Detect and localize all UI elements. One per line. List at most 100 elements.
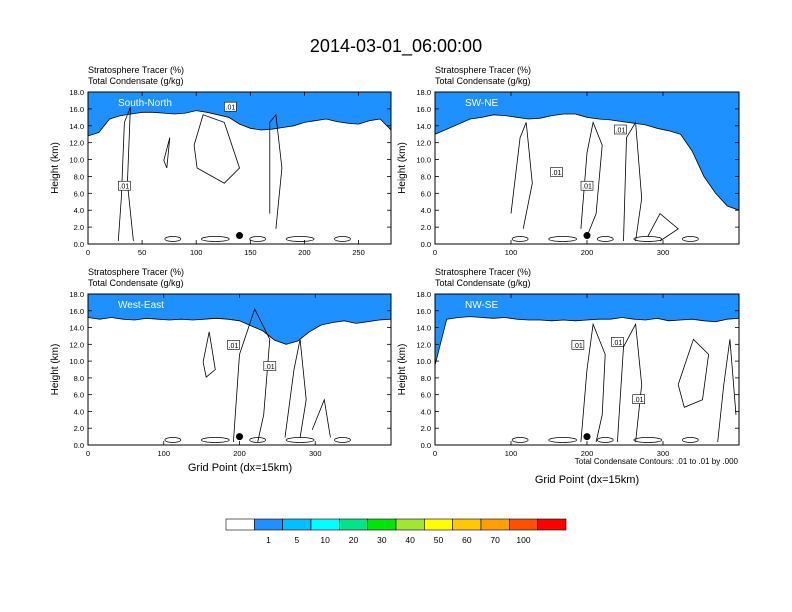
contour-label: .01 [613, 340, 623, 347]
condensate-contour [117, 107, 134, 242]
y-axis-label: Height (km) [50, 142, 61, 194]
figure-title: 2014-03-01_06:00:00 [310, 36, 482, 57]
contour-label: .01 [226, 105, 236, 112]
panels: .01 .01 South-North Stratosphere Tracer (%)… [50, 65, 740, 458]
tropopause-contour [435, 316, 739, 366]
colorbar-swatch [339, 518, 368, 531]
y-tick-label: 8.0 [74, 374, 84, 383]
x-tick-label: 200 [298, 248, 311, 257]
y-tick-label: 16.0 [416, 105, 431, 114]
condensate-contour [311, 398, 331, 438]
condensate-contour [202, 331, 216, 378]
y-tick-label: 14.0 [69, 122, 84, 131]
colorbar-swatch [282, 518, 312, 531]
x-tick-label: 300 [309, 449, 322, 458]
condensate-contour [717, 339, 737, 443]
y-tick-label: 2.0 [421, 223, 431, 232]
tracer-band-9 [435, 294, 739, 366]
condensate-contour [623, 121, 643, 242]
contour-label: .01 [573, 343, 583, 350]
condensate-contour [682, 437, 699, 443]
contour-label-box [632, 394, 645, 405]
colorbar-label: 40 [405, 535, 415, 545]
y-tick-label: 12.0 [69, 340, 84, 349]
x-tick-label: 200 [581, 248, 594, 257]
condensate-contour [677, 338, 710, 408]
y-tick-label: 4.0 [421, 407, 431, 416]
contour-label-box [550, 167, 563, 177]
colorbar-label: 30 [377, 535, 387, 545]
x-tick-label: 100 [190, 248, 203, 257]
panel-title-condensate: Total Condensate (g/kg) [88, 76, 184, 86]
condensate-contour [580, 121, 603, 237]
tracer-band-9 [435, 92, 739, 211]
x-tick-label: 300 [657, 449, 670, 458]
y-tick-label: 10.0 [69, 156, 84, 165]
y-tick-label: 0.0 [74, 441, 84, 450]
contour-label-box [227, 340, 240, 350]
contour-label: .01 [265, 364, 275, 371]
condensate-contour [548, 437, 578, 443]
x-tick-label: 150 [244, 248, 257, 257]
y-tick-label: 16.0 [416, 307, 431, 316]
contour-label-box [580, 180, 594, 191]
y-tick-label: 6.0 [74, 391, 84, 400]
y-tick-label: 12.0 [416, 340, 431, 349]
colorbar-label: 20 [349, 535, 359, 545]
contour-label-box [571, 340, 585, 350]
contour-label: .01 [582, 184, 592, 191]
contour-label: .01 [616, 128, 626, 135]
location-marker [583, 433, 591, 441]
location-marker [583, 232, 591, 240]
condensate-contour [163, 137, 171, 169]
y-tick-label: 12.0 [416, 139, 431, 148]
contour-label: .01 [229, 343, 239, 350]
colorbar-swatch [310, 518, 340, 531]
y-tick-label: 4.0 [421, 206, 431, 215]
y-tick-label: 18.0 [416, 88, 431, 97]
y-axis-label: Height (km) [50, 344, 61, 396]
condensate-contour [647, 212, 679, 242]
panel-label: West-East [118, 300, 164, 311]
colorbar-label: 5 [294, 535, 299, 545]
condensate-contour [285, 437, 315, 443]
contour-label: .01 [634, 397, 644, 404]
condensate-contour [193, 114, 240, 184]
colorbar-label: 1 [266, 535, 271, 545]
condensate-contour [510, 122, 533, 229]
panel-title-tracer: Stratosphere Tracer (%) [435, 65, 531, 75]
panel-title-tracer: Stratosphere Tracer (%) [88, 267, 184, 277]
x-tick-label: 0 [86, 248, 90, 257]
colorbar-swatch [509, 518, 538, 531]
y-tick-label: 10.0 [69, 357, 84, 366]
condensate-contour [269, 113, 283, 229]
y-tick-label: 14.0 [416, 122, 431, 131]
contour-label: .01 [119, 184, 129, 191]
condensate-contour [596, 437, 614, 443]
condensate-contour [249, 437, 267, 443]
y-tick-label: 8.0 [421, 172, 431, 181]
panel-label: South-North [118, 98, 172, 109]
x-tick-label: 300 [657, 248, 670, 257]
colorbar-swatch [225, 518, 255, 531]
y-tick-label: 14.0 [69, 324, 84, 333]
contour-label-box [224, 101, 237, 112]
x-tick-label: 100 [157, 449, 170, 458]
colorbar-swatch [367, 518, 397, 531]
condensate-contour [284, 339, 307, 438]
panel-label: SW-NE [465, 98, 498, 109]
colorbar-swatch [537, 518, 567, 531]
y-tick-label: 2.0 [74, 424, 84, 433]
x-tick-label: 250 [352, 248, 365, 257]
y-tick-label: 0.0 [74, 240, 84, 249]
panel-title-condensate: Total Condensate (g/kg) [435, 76, 531, 86]
contour-footnote: Total Condensate Contours: .01 to .01 by… [575, 457, 739, 466]
condensate-contour [682, 236, 699, 242]
y-tick-label: 18.0 [416, 290, 431, 299]
y-tick-label: 6.0 [421, 189, 431, 198]
y-axis-label: Height (km) [397, 344, 408, 396]
panel-title-condensate: Total Condensate (g/kg) [88, 278, 184, 288]
condensate-contour [285, 236, 315, 242]
condensate-contour [633, 236, 663, 242]
